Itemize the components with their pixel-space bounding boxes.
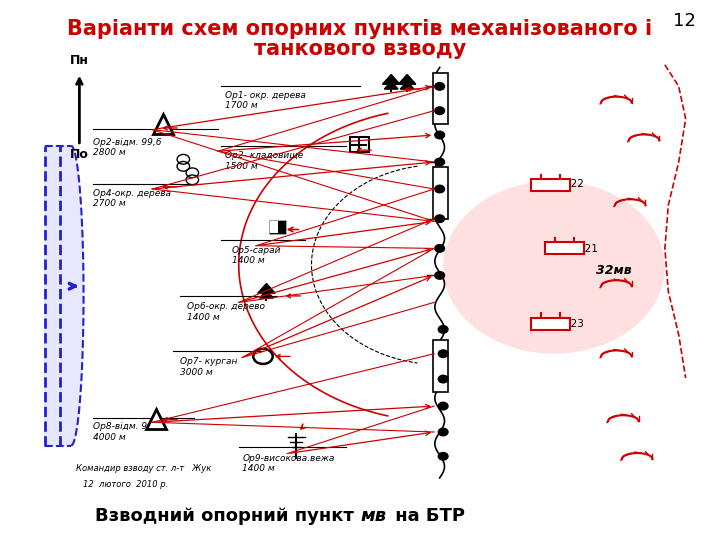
Text: Ор7- курган
3000 м: Ор7- курган 3000 м	[180, 357, 237, 377]
Text: 323: 323	[564, 319, 584, 329]
Text: Командир взводу ст. л-т: Командир взводу ст. л-т	[76, 464, 184, 474]
Bar	[433, 340, 448, 392]
Circle shape	[438, 375, 448, 383]
Text: на БТР: на БТР	[389, 507, 465, 525]
Text: Взводний опорний пункт: Взводний опорний пункт	[95, 507, 360, 525]
Text: Варіанти схем опорних пунктів механізованого і: Варіанти схем опорних пунктів механізова…	[68, 19, 652, 39]
Text: Ор4-окр. дерева
2700 м: Ор4-окр. дерева 2700 м	[94, 189, 171, 208]
Circle shape	[438, 402, 448, 410]
Circle shape	[435, 245, 444, 252]
Circle shape	[438, 428, 448, 436]
Bar	[270, 221, 285, 233]
Text: Ор5-сарай
1400 м: Ор5-сарай 1400 м	[232, 246, 282, 265]
Bar	[350, 137, 369, 152]
Polygon shape	[382, 75, 400, 84]
Circle shape	[435, 131, 444, 139]
Text: Пн: Пн	[70, 55, 89, 68]
Text: По: По	[70, 148, 89, 161]
Circle shape	[438, 453, 448, 460]
Text: 12  лютого  2010 р.: 12 лютого 2010 р.	[83, 480, 168, 489]
Text: 32мв: 32мв	[595, 264, 631, 276]
Polygon shape	[45, 146, 84, 446]
Text: 322: 322	[564, 179, 584, 188]
Bar	[531, 318, 570, 330]
Text: 321: 321	[578, 245, 598, 254]
Polygon shape	[384, 82, 398, 89]
Circle shape	[435, 107, 444, 114]
Bar	[545, 242, 584, 254]
Bar	[270, 221, 277, 233]
Circle shape	[435, 158, 444, 166]
Text: Ор8-відм. 90,3
4000 м: Ор8-відм. 90,3 4000 м	[94, 422, 162, 442]
Circle shape	[438, 326, 448, 333]
Circle shape	[443, 181, 665, 354]
Polygon shape	[398, 75, 416, 84]
Text: Ор2-відм. 99,6
2800 м: Ор2-відм. 99,6 2800 м	[94, 138, 162, 157]
Text: танкового взводу: танкового взводу	[254, 39, 466, 59]
Circle shape	[435, 185, 444, 193]
Text: Ор2- кладовище
1500 м: Ор2- кладовище 1500 м	[225, 151, 303, 171]
Circle shape	[435, 272, 444, 279]
Circle shape	[438, 350, 448, 357]
Text: Ор6-окр. дерево
1400 м: Ор6-окр. дерево 1400 м	[186, 302, 265, 322]
Polygon shape	[260, 291, 274, 298]
Circle shape	[435, 83, 444, 90]
Bar	[531, 179, 570, 191]
Bar	[433, 167, 448, 219]
Text: 12: 12	[673, 12, 696, 30]
Text: Ор1- окр. дерева
1700 м: Ор1- окр. дерева 1700 м	[225, 91, 306, 110]
Polygon shape	[400, 82, 414, 89]
Text: мв: мв	[360, 507, 386, 525]
Polygon shape	[258, 284, 275, 293]
Text: Жук: Жук	[186, 464, 211, 474]
Circle shape	[435, 215, 444, 222]
Bar	[433, 73, 448, 124]
Text: Ор9-високова.вежа
1400 м: Ор9-високова.вежа 1400 м	[242, 454, 335, 473]
